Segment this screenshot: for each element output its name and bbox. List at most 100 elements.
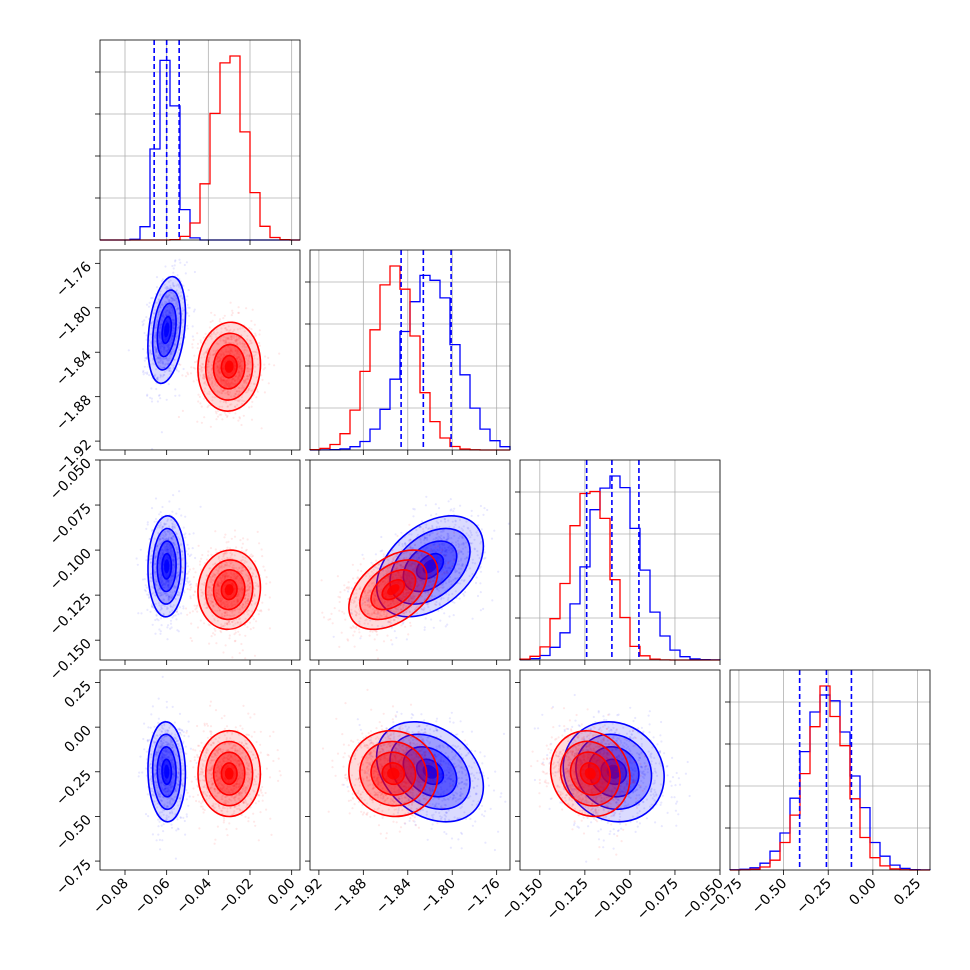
sample-point	[215, 592, 218, 595]
sample-point	[445, 548, 448, 551]
sample-point	[154, 497, 158, 500]
sample-point	[208, 594, 211, 597]
sample-point	[441, 547, 444, 550]
sample-point	[246, 599, 249, 602]
sample-point	[172, 559, 175, 562]
sample-point	[401, 543, 404, 546]
sample-point	[223, 411, 226, 414]
sample-point	[212, 572, 215, 576]
sample-point	[164, 534, 167, 537]
sample-point	[452, 510, 455, 513]
sample-point	[177, 575, 180, 578]
sample-point	[234, 631, 237, 634]
sample-point	[150, 572, 153, 575]
sample-point	[443, 546, 446, 550]
sample-point	[165, 537, 168, 540]
sample-point	[180, 550, 183, 553]
sample-point	[408, 563, 411, 567]
sample-point	[197, 544, 200, 547]
sample-point	[170, 546, 173, 549]
sample-point	[192, 338, 195, 341]
sample-point	[163, 538, 166, 541]
sample-point	[209, 425, 212, 428]
sample-point	[219, 333, 222, 336]
sample-point	[207, 356, 210, 359]
sample-point	[231, 611, 234, 614]
sample-point	[168, 533, 171, 536]
sample-point	[210, 383, 213, 386]
sample-point	[191, 335, 194, 338]
sample-point	[237, 371, 241, 374]
sample-point	[438, 583, 442, 586]
sample-point	[404, 542, 407, 545]
sample-point	[238, 387, 241, 390]
sample-point	[449, 576, 452, 579]
sample-point	[464, 591, 467, 594]
sample-point	[177, 326, 180, 329]
sample-point	[158, 337, 161, 340]
sample-point	[165, 398, 168, 401]
sample-point	[159, 376, 162, 379]
sample-point	[431, 526, 434, 529]
sample-point	[223, 605, 226, 608]
sample-point	[366, 600, 369, 603]
sample-point	[143, 365, 146, 368]
sample-point	[228, 403, 232, 406]
sample-point	[420, 579, 423, 583]
sample-point	[170, 291, 173, 294]
sample-point	[164, 343, 168, 346]
sample-point	[245, 349, 248, 352]
sample-point	[435, 551, 438, 554]
sample-point	[248, 353, 251, 356]
sample-point	[231, 602, 234, 605]
sample-point	[189, 597, 192, 600]
sample-point	[247, 388, 250, 391]
sample-point	[451, 592, 454, 596]
sample-point	[159, 578, 162, 581]
sample-point	[220, 615, 223, 618]
sample-point	[159, 562, 162, 565]
sample-point	[221, 378, 224, 381]
sample-point	[382, 555, 385, 558]
sample-point	[225, 572, 228, 575]
sample-point	[410, 562, 413, 565]
sample-point	[175, 575, 178, 578]
sample-point	[170, 537, 173, 540]
sample-point	[251, 575, 254, 578]
sample-point	[233, 387, 236, 390]
sample-point	[169, 550, 173, 553]
sample-point	[231, 382, 234, 385]
sample-point	[203, 377, 206, 380]
sample-point	[460, 536, 464, 539]
sample-point	[408, 576, 411, 579]
sample-point	[214, 603, 217, 606]
sample-point	[173, 543, 176, 546]
sample-point	[257, 585, 260, 588]
sample-point	[190, 639, 194, 643]
sample-point	[169, 581, 172, 584]
sample-point	[217, 343, 220, 346]
sample-point	[239, 362, 242, 365]
sample-point	[220, 375, 224, 378]
sample-point	[440, 598, 443, 601]
sample-point	[422, 608, 425, 612]
sample-point	[246, 338, 249, 341]
sample-point	[165, 369, 168, 372]
sample-point	[165, 580, 168, 583]
sample-point	[244, 657, 247, 660]
sample-point	[242, 589, 245, 592]
sample-point	[173, 294, 176, 297]
sample-point	[252, 618, 255, 621]
sample-point	[160, 431, 163, 434]
sample-point	[239, 327, 242, 330]
sample-point	[202, 353, 205, 356]
sample-point	[394, 574, 397, 577]
sample-point	[216, 619, 219, 622]
sample-point	[224, 644, 227, 647]
sample-point	[171, 538, 174, 541]
sample-point	[210, 377, 213, 380]
sample-point	[186, 576, 189, 579]
sample-point	[160, 581, 163, 584]
sample-point	[191, 547, 194, 550]
sample-point	[145, 559, 148, 562]
